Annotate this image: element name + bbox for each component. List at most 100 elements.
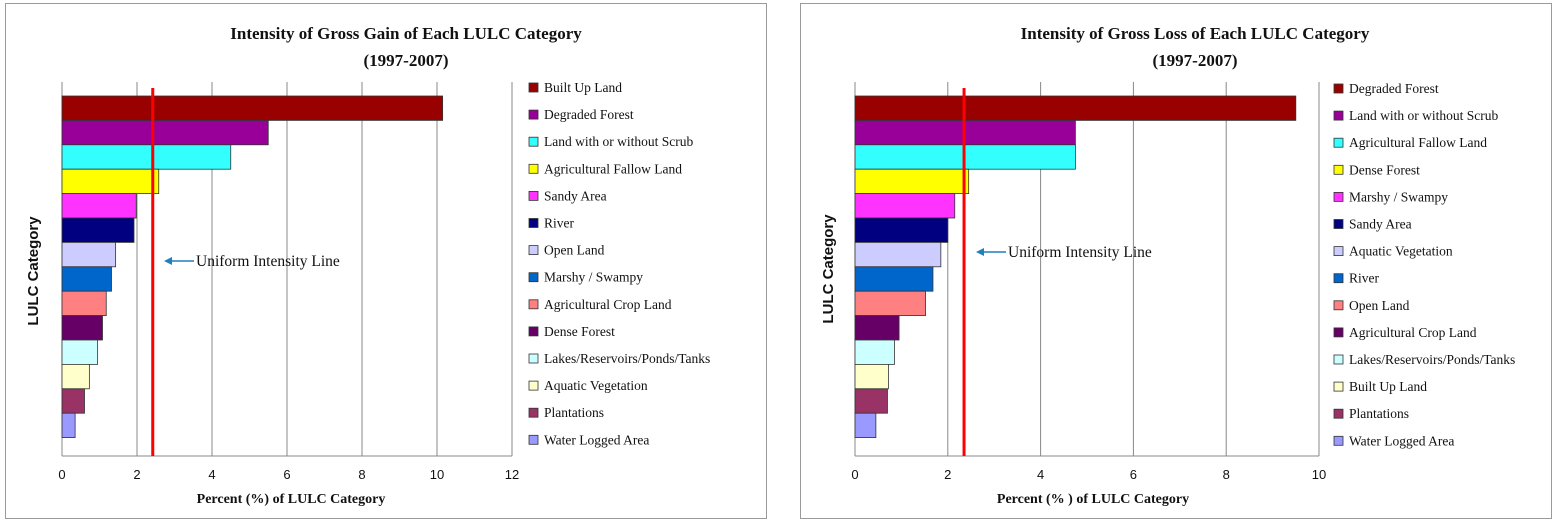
bar bbox=[854, 315, 900, 341]
bar bbox=[61, 266, 112, 292]
annotation-text: Uniform Intensity Line bbox=[196, 253, 340, 270]
legend-label: Aquatic Vegetation bbox=[1349, 244, 1453, 259]
bar bbox=[854, 217, 949, 243]
bar bbox=[61, 95, 444, 121]
legend-label: Marshy / Swampy bbox=[544, 270, 643, 285]
legend-label: Open Land bbox=[1349, 298, 1410, 313]
legend-label: Lakes/Reservoirs/Ponds/Tanks bbox=[544, 351, 710, 366]
x-tick-label: 10 bbox=[430, 467, 444, 482]
legend-label: Open Land bbox=[544, 243, 605, 258]
chart-subtitle: (1997-2007) bbox=[364, 51, 449, 70]
legend-swatch bbox=[1333, 219, 1344, 229]
x-tick-label: 12 bbox=[505, 467, 519, 482]
legend-swatch bbox=[528, 434, 539, 445]
legend-label: Dense Forest bbox=[544, 324, 615, 339]
legend-label: Plantations bbox=[544, 405, 604, 420]
bar bbox=[854, 412, 877, 439]
gross-loss-chart: Intensity of Gross Loss of Each LULC Cat… bbox=[820, 24, 1515, 507]
legend-swatch bbox=[528, 326, 539, 337]
legend-swatch bbox=[1333, 273, 1344, 284]
bar bbox=[61, 412, 76, 439]
y-axis-label: LULC Category bbox=[25, 216, 42, 326]
bar bbox=[61, 144, 232, 170]
legend-label: Degraded Forest bbox=[544, 107, 634, 122]
x-tick-label: 0 bbox=[851, 467, 858, 482]
legend-label: Agricultural Crop Land bbox=[1349, 325, 1477, 340]
bar bbox=[61, 120, 269, 146]
bar bbox=[854, 266, 934, 292]
legend-swatch bbox=[1333, 164, 1344, 175]
gross-loss-chart-panel: Intensity of Gross Loss of Each LULC Cat… bbox=[800, 3, 1552, 519]
legend-swatch bbox=[1333, 246, 1344, 257]
annotation-arrowhead bbox=[164, 257, 172, 265]
legend-label: Aquatic Vegetation bbox=[544, 378, 648, 393]
bar bbox=[854, 363, 889, 390]
bar bbox=[854, 168, 970, 194]
bar bbox=[854, 95, 1297, 121]
annotation-arrowhead bbox=[976, 248, 984, 256]
legend-label: Land with or without Scrub bbox=[1349, 108, 1498, 123]
legend-label: Water Logged Area bbox=[1349, 433, 1454, 448]
legend-label: Built Up Land bbox=[544, 80, 622, 95]
legend-label: Degraded Forest bbox=[1349, 81, 1439, 96]
legend-swatch bbox=[1333, 327, 1344, 338]
x-tick-label: 2 bbox=[944, 467, 951, 482]
bar bbox=[61, 193, 137, 219]
bar bbox=[854, 339, 895, 365]
bar bbox=[61, 315, 103, 341]
chart-title: Intensity of Gross Gain of Each LULC Cat… bbox=[230, 24, 582, 43]
legend-label: River bbox=[544, 216, 574, 231]
x-tick-label: 8 bbox=[1223, 467, 1230, 482]
legend-swatch bbox=[528, 299, 539, 310]
bar bbox=[854, 193, 956, 219]
chart-title: Intensity of Gross Loss of Each LULC Cat… bbox=[1021, 24, 1370, 43]
x-tick-label: 8 bbox=[358, 467, 365, 482]
legend-label: River bbox=[1349, 271, 1379, 286]
x-tick-label: 10 bbox=[1312, 467, 1326, 482]
legend-swatch bbox=[1333, 110, 1344, 121]
legend-swatch bbox=[528, 109, 539, 120]
chart-subtitle: (1997-2007) bbox=[1153, 51, 1238, 70]
legend-swatch bbox=[1333, 83, 1344, 94]
legend-label: Dense Forest bbox=[1349, 162, 1420, 177]
legend-swatch bbox=[1333, 191, 1344, 202]
legend-swatch bbox=[528, 407, 539, 418]
legend-swatch bbox=[528, 136, 539, 147]
legend-swatch bbox=[528, 190, 539, 201]
bar bbox=[61, 339, 99, 365]
legend-swatch bbox=[528, 272, 539, 283]
bar bbox=[854, 241, 942, 268]
x-tick-label: 0 bbox=[58, 467, 65, 482]
legend-swatch bbox=[1333, 354, 1344, 365]
bar bbox=[61, 168, 160, 194]
legend-swatch bbox=[1333, 435, 1344, 446]
legend-label: Agricultural Fallow Land bbox=[1349, 135, 1487, 150]
bar bbox=[854, 290, 926, 317]
bar bbox=[61, 241, 117, 268]
bar bbox=[61, 363, 90, 390]
x-axis-label: Percent (% ) of LULC Category bbox=[997, 492, 1189, 507]
legend-swatch bbox=[528, 82, 539, 93]
legend-label: Marshy / Swampy bbox=[1349, 189, 1448, 204]
gross-gain-chart-panel: Intensity of Gross Gain of Each LULC Cat… bbox=[5, 3, 767, 519]
legend-label: Land with or without Scrub bbox=[544, 134, 693, 149]
bar bbox=[854, 388, 888, 414]
legend-swatch bbox=[1333, 408, 1344, 419]
gross-gain-chart: Intensity of Gross Gain of Each LULC Cat… bbox=[25, 24, 710, 507]
legend-swatch bbox=[528, 218, 539, 228]
x-tick-label: 2 bbox=[133, 467, 140, 482]
x-tick-label: 6 bbox=[1130, 467, 1137, 482]
annotation-text: Uniform Intensity Line bbox=[1008, 244, 1152, 261]
x-tick-label: 4 bbox=[1037, 467, 1044, 482]
bar bbox=[61, 217, 135, 243]
legend-label: Sandy Area bbox=[544, 188, 607, 203]
y-axis-label: LULC Category bbox=[820, 214, 837, 324]
bar bbox=[61, 290, 107, 317]
legend-swatch bbox=[528, 245, 539, 256]
legend-swatch bbox=[528, 353, 539, 364]
legend-swatch bbox=[1333, 300, 1344, 311]
x-tick-label: 6 bbox=[283, 467, 290, 482]
x-tick-label: 4 bbox=[208, 467, 215, 482]
legend-swatch bbox=[1333, 381, 1344, 392]
legend-label: Plantations bbox=[1349, 406, 1409, 421]
